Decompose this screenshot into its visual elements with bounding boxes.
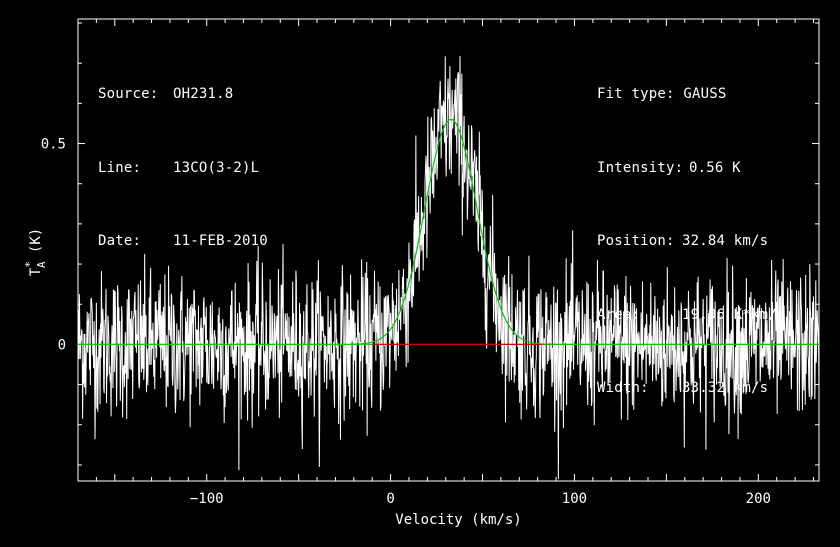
fit-type-label: Fit type:: [597, 86, 675, 102]
spectrum-trace: [77, 55, 820, 480]
x-axis-label: Velocity (km/s): [395, 512, 521, 528]
x-tick-label: −100: [190, 491, 224, 507]
source-label: Source:: [98, 86, 159, 102]
observation-info: Source: OH231.8 Line: 13CO(3-2)L Date: 1…: [98, 33, 268, 278]
area-value: 19.96 K*km/s: [682, 306, 786, 323]
y-axis-label: T*A (K): [23, 228, 48, 276]
plot-frame: [77, 18, 820, 482]
position-label: Position:: [597, 233, 675, 249]
width-label: Width:: [597, 380, 649, 396]
line-value: 13CO(3-2)L: [173, 159, 260, 176]
y-tick-label: 0: [58, 337, 66, 353]
position-value: 32.84 km/s: [682, 233, 769, 249]
source-value: OH231.8: [173, 86, 234, 102]
date-label: Date:: [98, 233, 142, 249]
area-label: Area:: [597, 306, 641, 323]
intensity-value: 0.56 K: [689, 159, 741, 176]
intensity-row: Intensity: 0.56 K: [597, 156, 786, 181]
area-row: Area: 19.96 K*km/s: [597, 303, 786, 328]
width-row: Width: 33.32 km/s: [597, 376, 786, 401]
line-row: Line: 13CO(3-2)L: [98, 156, 268, 181]
intensity-label: Intensity:: [597, 159, 684, 176]
x-tick-label: 100: [562, 491, 587, 507]
x-tick-label: 0: [386, 491, 394, 507]
fit-type-row: Fit type: GAUSS: [597, 82, 786, 107]
x-tick-label: 200: [746, 491, 771, 507]
date-value: 11-FEB-2010: [173, 233, 268, 249]
y-tick-label: 0.5: [41, 137, 66, 153]
fit-results: Fit type: GAUSS Intensity: 0.56 K Positi…: [597, 33, 786, 425]
line-label: Line:: [98, 159, 142, 176]
source-row: Source: OH231.8: [98, 82, 268, 107]
fit-type-value: GAUSS: [683, 86, 727, 102]
position-row: Position: 32.84 km/s: [597, 229, 786, 254]
width-value: 33.32 km/s: [682, 380, 769, 396]
gaussian-fit-curve: [78, 118, 819, 346]
date-row: Date: 11-FEB-2010: [98, 229, 268, 254]
